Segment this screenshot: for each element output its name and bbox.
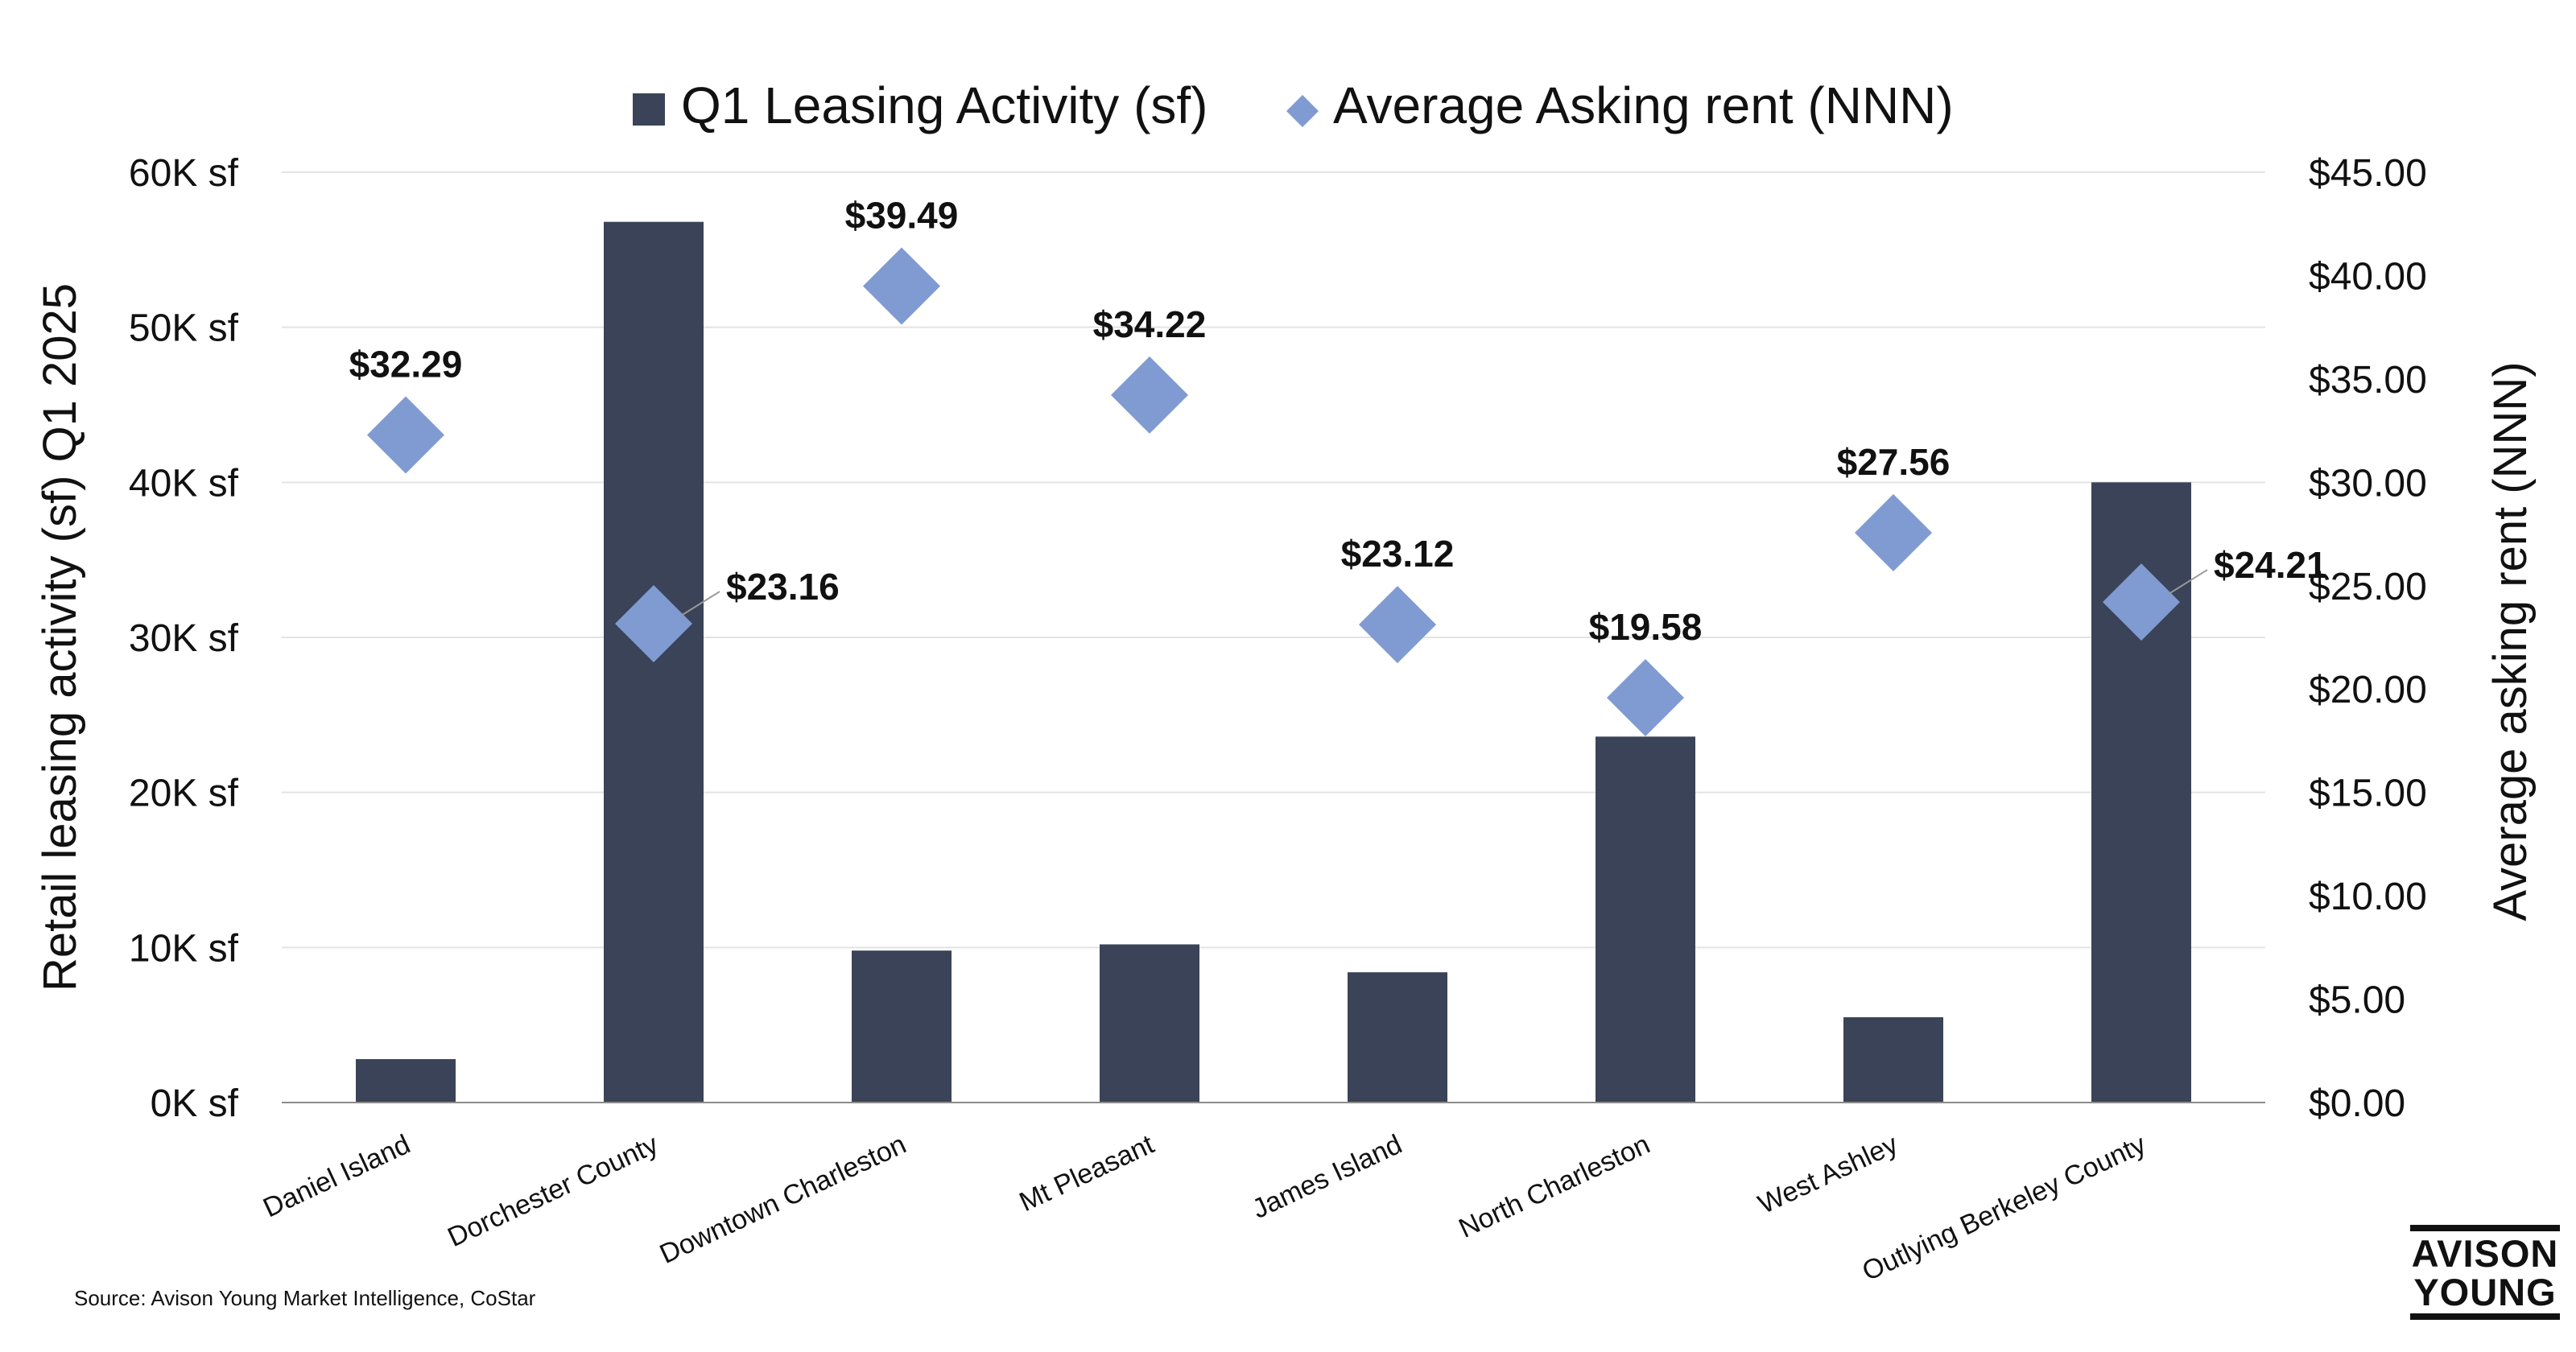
- y-tick-label-right: $15.00: [2309, 773, 2427, 815]
- rent-data-label: $19.58: [1589, 606, 1703, 648]
- logo-top-bar: [2410, 1225, 2560, 1231]
- x-tick-label: James Island: [1248, 1129, 1407, 1225]
- x-tick-label: Outlying Berkeley County: [1858, 1129, 2151, 1288]
- y-tick-label-right: $5.00: [2309, 979, 2405, 1022]
- y-tick-label-right: $10.00: [2309, 876, 2427, 918]
- y-tick-label-right: $20.00: [2309, 669, 2427, 711]
- rent-marker: [863, 247, 940, 325]
- logo-line-2: YOUNG: [2413, 1271, 2557, 1313]
- y-tick-label-left: 40K sf: [129, 462, 239, 505]
- source-note: Source: Avison Young Market Intelligence…: [74, 1286, 536, 1310]
- bar: [1348, 972, 1447, 1103]
- bar: [1843, 1017, 1943, 1103]
- rent-data-label: $23.16: [726, 566, 840, 608]
- y-tick-label-left: 30K sf: [129, 617, 239, 660]
- bar: [356, 1059, 456, 1103]
- x-tick-label: Downtown Charleston: [655, 1129, 911, 1270]
- rent-data-label: $32.29: [349, 344, 463, 385]
- legend-label-rent: Average Asking rent (NNN): [1333, 76, 1954, 134]
- rent-data-label: $27.56: [1837, 441, 1951, 483]
- y-tick-label-right: $35.00: [2309, 359, 2427, 402]
- rent-marker: [1855, 494, 1932, 572]
- x-tick-label: West Ashley: [1753, 1129, 1902, 1220]
- y-tick-label-left: 60K sf: [129, 152, 239, 195]
- y-tick-label-left: 50K sf: [129, 307, 239, 350]
- bar: [1596, 736, 1695, 1103]
- rent-marker: [367, 396, 444, 474]
- y-tick-label-left: 20K sf: [129, 773, 239, 815]
- leader-line: [680, 591, 720, 616]
- y-axis-title-right: Average asking rent (NNN): [2484, 361, 2537, 921]
- rent-data-label: $34.22: [1093, 303, 1207, 345]
- logo-line-1: AVISON: [2411, 1232, 2559, 1275]
- legend-swatch-bars: [633, 93, 665, 126]
- rent-marker: [1111, 356, 1188, 434]
- legend-label-bars: Q1 Leasing Activity (sf): [681, 76, 1208, 134]
- x-tick-label: North Charleston: [1454, 1129, 1654, 1244]
- rent-marker: [615, 585, 692, 663]
- y-tick-label-right: $40.00: [2309, 255, 2427, 298]
- rent-marker: [1359, 586, 1436, 664]
- avison-young-logo: AVISON YOUNG: [2410, 1225, 2560, 1320]
- x-tick-label: Daniel Island: [258, 1129, 415, 1224]
- y-tick-label-right: $45.00: [2309, 152, 2427, 195]
- rent-data-label: $39.49: [845, 195, 959, 237]
- x-tick-label: Dorchester County: [443, 1129, 663, 1253]
- rent-data-label: $23.12: [1341, 533, 1455, 575]
- bar: [1100, 944, 1199, 1103]
- y-axis-title-left: Retail leasing activity (sf) Q1 2025: [34, 283, 86, 991]
- x-tick-label: Mt Pleasant: [1015, 1129, 1159, 1218]
- rent-marker: [2103, 563, 2180, 641]
- y-tick-label-right: $0.00: [2309, 1082, 2405, 1125]
- y-tick-label-right: $30.00: [2309, 462, 2427, 505]
- y-tick-label-left: 0K sf: [151, 1082, 239, 1125]
- bar: [852, 950, 952, 1103]
- leader-line: [2168, 569, 2208, 595]
- rent-marker: [1607, 659, 1684, 737]
- rent-data-label: $24.21: [2214, 544, 2327, 586]
- y-tick-label-left: 10K sf: [129, 927, 239, 970]
- legend-swatch-rent: [1286, 95, 1319, 127]
- y-tick-label-right: $25.00: [2309, 566, 2427, 608]
- logo-bottom-bar: [2410, 1313, 2560, 1320]
